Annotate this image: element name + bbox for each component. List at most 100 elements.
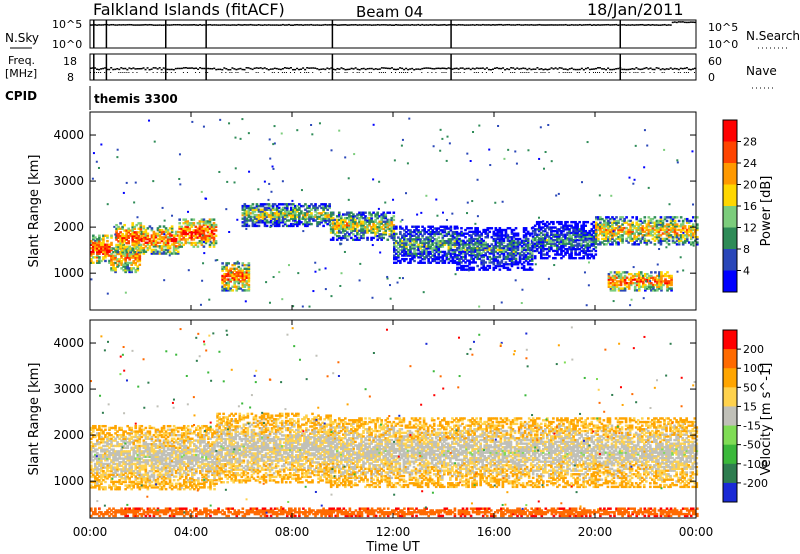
heatmap-cell	[227, 280, 230, 283]
sky-point	[162, 24, 165, 26]
sky-point	[98, 24, 101, 26]
heatmap-cell	[144, 241, 148, 244]
freq-point	[687, 68, 690, 71]
heatmap-cell	[126, 256, 129, 259]
heatmap-cell	[388, 233, 392, 236]
heatmap-cell	[112, 256, 115, 259]
heatmap-cell	[518, 259, 522, 262]
freq-point	[423, 67, 426, 69]
heatmap-cell	[691, 150, 694, 153]
heatmap-cell	[90, 252, 93, 255]
heatmap-cell	[92, 256, 95, 259]
heatmap-cell	[102, 248, 105, 252]
heatmap-cell	[396, 281, 399, 284]
heatmap-cell	[416, 213, 419, 216]
heatmap-cell	[162, 248, 166, 252]
heatmap-cell	[482, 250, 486, 253]
freq-point	[447, 67, 450, 69]
heatmap-cell	[590, 233, 594, 236]
heatmap-cell	[572, 233, 575, 236]
sky-point	[334, 24, 337, 26]
heatmap-cell	[322, 219, 325, 222]
heatmap-cell	[137, 234, 141, 238]
sky-point	[300, 24, 303, 26]
sky-point	[378, 24, 381, 26]
heatmap-cell	[348, 233, 351, 236]
freq-point	[643, 67, 646, 70]
heatmap-cell	[356, 229, 359, 232]
heatmap-cell	[277, 212, 281, 215]
nave-point	[473, 72, 475, 73]
freq-point	[409, 68, 412, 70]
heatmap-cell	[146, 237, 150, 241]
heatmap-cell	[281, 224, 285, 228]
heatmap-cell	[247, 224, 251, 228]
heatmap-cell	[316, 215, 319, 219]
heatmap-cell	[474, 222, 477, 225]
heatmap-cell	[507, 148, 510, 151]
heatmap-cell	[374, 225, 377, 229]
heatmap-cell	[399, 232, 402, 236]
heatmap-cell	[245, 213, 249, 217]
nave-point	[401, 72, 403, 73]
heatmap-cell	[447, 230, 451, 234]
nave-point	[576, 72, 578, 73]
heatmap-cell	[233, 263, 237, 267]
heatmap-cell	[506, 227, 510, 230]
heatmap-cell	[453, 250, 457, 254]
heatmap-cell	[285, 224, 289, 228]
heatmap-cell	[166, 246, 170, 250]
heatmap-cell	[659, 216, 663, 219]
heatmap-cell	[339, 220, 343, 223]
heatmap-cell	[253, 206, 257, 210]
heatmap-cell	[239, 267, 243, 270]
heatmap-cell	[586, 235, 590, 238]
heatmap-cell	[384, 224, 388, 227]
sky-point	[233, 24, 236, 26]
heatmap-cell	[480, 266, 483, 270]
sky-point	[100, 24, 103, 26]
sky-point	[324, 23, 327, 26]
heatmap-cell	[225, 267, 228, 270]
heatmap-cell	[112, 263, 115, 266]
sky-point	[487, 24, 490, 26]
heatmap-cell	[194, 234, 198, 238]
heatmap-cell	[441, 256, 445, 259]
heatmap-cell	[588, 237, 592, 240]
heatmap-cell	[280, 132, 283, 135]
heatmap-cell	[287, 213, 291, 217]
nave-point	[520, 72, 522, 73]
heatmap-cell	[296, 210, 299, 213]
heatmap-cell	[243, 219, 247, 222]
sky-point	[689, 21, 692, 23]
heatmap-cell	[184, 241, 188, 245]
heatmap-cell	[568, 246, 571, 249]
freq-point	[128, 67, 131, 69]
heatmap-cell	[546, 253, 549, 256]
heatmap-cell	[464, 257, 467, 261]
heatmap-cell	[530, 232, 534, 235]
heatmap-cell	[480, 255, 483, 259]
heatmap-cell	[341, 220, 345, 223]
heatmap-cell	[423, 227, 426, 230]
heatmap-cell	[390, 220, 394, 223]
heatmap-cell	[504, 255, 508, 259]
heatmap-cell	[202, 227, 206, 230]
heatmap-cell	[95, 160, 98, 163]
sky-point	[215, 24, 218, 26]
heatmap-cell	[90, 257, 93, 261]
heatmap-cell	[247, 212, 251, 215]
heatmap-cell	[539, 255, 543, 258]
heatmap-cell	[112, 265, 115, 268]
heatmap-cell	[384, 201, 387, 204]
heatmap-cell	[148, 237, 152, 241]
heatmap-cell	[518, 257, 522, 261]
heatmap-cell	[564, 242, 567, 245]
heatmap-cell	[447, 250, 451, 254]
heatmap-cell	[386, 238, 390, 241]
heatmap-cell	[494, 241, 498, 244]
heatmap-cell	[510, 239, 514, 243]
heatmap-cell	[150, 228, 154, 232]
heatmap-cell	[102, 238, 105, 241]
